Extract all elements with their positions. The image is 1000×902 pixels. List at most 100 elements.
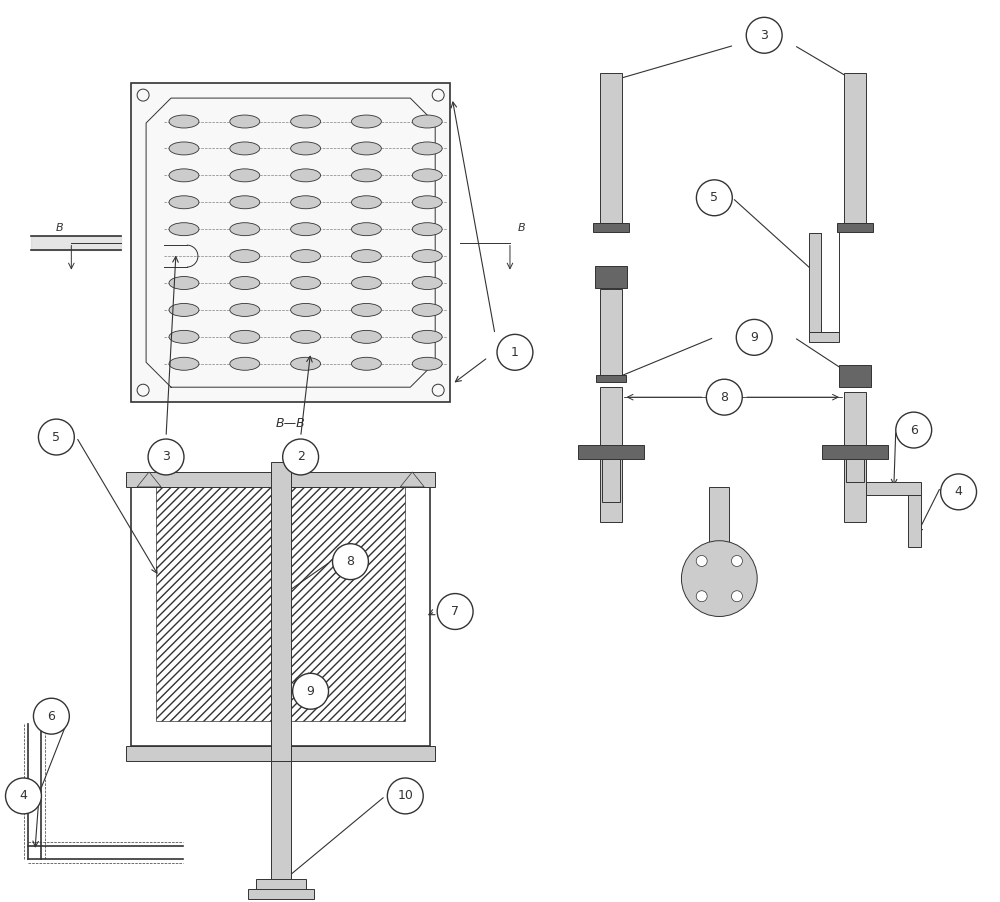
Text: 3: 3	[162, 450, 170, 464]
Ellipse shape	[351, 142, 381, 155]
Ellipse shape	[169, 169, 199, 182]
Ellipse shape	[230, 115, 260, 128]
Bar	[578, 445, 644, 459]
Bar	[596, 375, 626, 382]
Circle shape	[746, 17, 782, 53]
Bar	[711, 544, 727, 578]
Circle shape	[941, 474, 977, 510]
Ellipse shape	[230, 330, 260, 344]
Bar	[837, 223, 873, 232]
Text: 4: 4	[20, 789, 27, 803]
Ellipse shape	[351, 357, 381, 370]
Text: 9: 9	[307, 685, 315, 698]
Text: 4: 4	[955, 485, 963, 499]
Bar	[821, 233, 839, 325]
Bar	[709, 487, 729, 582]
Ellipse shape	[169, 330, 199, 344]
Ellipse shape	[169, 142, 199, 155]
Ellipse shape	[412, 277, 442, 290]
Circle shape	[896, 412, 932, 448]
Ellipse shape	[291, 115, 321, 128]
Circle shape	[497, 335, 533, 370]
Ellipse shape	[412, 303, 442, 317]
Bar	[839, 365, 871, 387]
Ellipse shape	[412, 357, 442, 370]
Bar	[156, 487, 405, 722]
Bar	[908, 495, 921, 547]
Circle shape	[293, 673, 329, 709]
Ellipse shape	[412, 330, 442, 344]
Bar	[844, 392, 866, 521]
Text: 5: 5	[710, 191, 718, 204]
Ellipse shape	[351, 115, 381, 128]
Ellipse shape	[412, 196, 442, 208]
Bar	[822, 445, 888, 459]
Text: 3: 3	[760, 29, 768, 41]
Ellipse shape	[412, 169, 442, 182]
Ellipse shape	[169, 196, 199, 208]
Ellipse shape	[351, 303, 381, 317]
Ellipse shape	[230, 357, 260, 370]
Bar	[866, 482, 921, 495]
Bar	[593, 223, 629, 232]
Ellipse shape	[169, 115, 199, 128]
Polygon shape	[400, 472, 424, 487]
Ellipse shape	[351, 196, 381, 208]
Ellipse shape	[169, 277, 199, 290]
Ellipse shape	[412, 115, 442, 128]
Bar	[248, 888, 314, 898]
Ellipse shape	[291, 169, 321, 182]
Ellipse shape	[291, 223, 321, 235]
Circle shape	[333, 544, 368, 580]
Circle shape	[38, 419, 74, 455]
Bar	[271, 761, 291, 890]
Text: 8: 8	[720, 391, 728, 404]
Text: 6: 6	[910, 424, 918, 437]
Bar	[602, 459, 620, 502]
Text: B: B	[56, 223, 63, 233]
Bar	[126, 472, 435, 487]
Circle shape	[736, 319, 772, 355]
Ellipse shape	[169, 357, 199, 370]
Text: 10: 10	[397, 789, 413, 803]
Ellipse shape	[230, 277, 260, 290]
Polygon shape	[137, 472, 161, 487]
Ellipse shape	[351, 250, 381, 262]
Circle shape	[731, 556, 742, 566]
Ellipse shape	[230, 250, 260, 262]
Ellipse shape	[351, 223, 381, 235]
Bar	[600, 387, 622, 521]
Ellipse shape	[230, 169, 260, 182]
Ellipse shape	[291, 357, 321, 370]
Bar	[600, 290, 622, 377]
Text: B: B	[518, 223, 526, 233]
Text: B—B: B—B	[276, 417, 306, 430]
Ellipse shape	[230, 303, 260, 317]
Ellipse shape	[412, 223, 442, 235]
Bar	[256, 879, 306, 890]
Text: 2: 2	[297, 450, 305, 464]
Ellipse shape	[291, 142, 321, 155]
Circle shape	[387, 778, 423, 814]
Ellipse shape	[291, 303, 321, 317]
Text: 5: 5	[52, 430, 60, 444]
Circle shape	[283, 439, 319, 475]
Bar	[126, 746, 435, 761]
Bar	[809, 332, 839, 343]
Ellipse shape	[291, 330, 321, 344]
Circle shape	[681, 540, 757, 616]
Circle shape	[33, 698, 69, 734]
Text: 7: 7	[451, 605, 459, 618]
Ellipse shape	[412, 142, 442, 155]
Text: 6: 6	[47, 710, 55, 723]
Circle shape	[437, 594, 473, 630]
Ellipse shape	[412, 250, 442, 262]
Ellipse shape	[351, 169, 381, 182]
Bar	[600, 73, 622, 223]
Circle shape	[696, 179, 732, 216]
Ellipse shape	[291, 277, 321, 290]
Ellipse shape	[291, 196, 321, 208]
Circle shape	[731, 591, 742, 602]
Ellipse shape	[230, 196, 260, 208]
Text: 9: 9	[750, 331, 758, 344]
